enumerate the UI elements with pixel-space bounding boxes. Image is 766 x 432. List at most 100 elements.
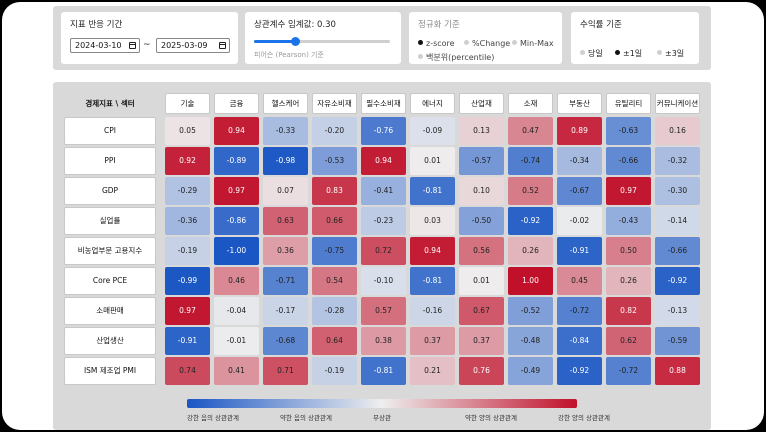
heatmap-cell[interactable]: 1.00	[508, 267, 553, 295]
heatmap-cell[interactable]: -0.28	[312, 297, 357, 325]
heatmap-cell[interactable]: 0.97	[165, 297, 210, 325]
heatmap-cell[interactable]: -0.81	[361, 357, 406, 385]
heatmap-cell[interactable]: -0.76	[361, 117, 406, 145]
heatmap-cell[interactable]: 0.21	[410, 357, 455, 385]
heatmap-cell[interactable]: -0.53	[312, 147, 357, 175]
heatmap-cell[interactable]: 0.10	[459, 177, 504, 205]
heatmap-cell[interactable]: -0.52	[508, 297, 553, 325]
heatmap-cell[interactable]: -0.19	[312, 357, 357, 385]
heatmap-cell[interactable]: -0.01	[214, 327, 259, 355]
heatmap-cell[interactable]: 0.72	[361, 237, 406, 265]
radio-minmax[interactable]: Min-Max	[512, 39, 554, 48]
heatmap-cell[interactable]: -0.92	[557, 357, 602, 385]
heatmap-cell[interactable]: -0.30	[655, 177, 700, 205]
radio-same-day[interactable]: 당일	[580, 48, 603, 59]
heatmap-cell[interactable]: -0.99	[165, 267, 210, 295]
heatmap-cell[interactable]: 0.01	[410, 147, 455, 175]
heatmap-cell[interactable]: 0.41	[214, 357, 259, 385]
heatmap-cell[interactable]: -0.63	[606, 117, 651, 145]
start-date-input[interactable]: 2024-03-10	[70, 38, 140, 53]
heatmap-cell[interactable]: -0.81	[410, 267, 455, 295]
heatmap-cell[interactable]: 0.64	[312, 327, 357, 355]
heatmap-cell[interactable]: -0.66	[655, 237, 700, 265]
radio-1day[interactable]: ±1일	[615, 48, 642, 59]
heatmap-cell[interactable]: -0.72	[606, 357, 651, 385]
heatmap-cell[interactable]: -1.00	[214, 237, 259, 265]
heatmap-cell[interactable]: -0.91	[165, 327, 210, 355]
heatmap-cell[interactable]: 0.82	[606, 297, 651, 325]
heatmap-cell[interactable]: -0.34	[557, 147, 602, 175]
heatmap-cell[interactable]: 0.66	[312, 207, 357, 235]
heatmap-cell[interactable]: 0.16	[655, 117, 700, 145]
heatmap-cell[interactable]: 0.94	[361, 147, 406, 175]
heatmap-cell[interactable]: 0.05	[165, 117, 210, 145]
calendar-icon[interactable]	[129, 42, 136, 49]
heatmap-cell[interactable]: 0.03	[410, 207, 455, 235]
heatmap-cell[interactable]: 0.71	[263, 357, 308, 385]
heatmap-cell[interactable]: 0.62	[606, 327, 651, 355]
heatmap-cell[interactable]: 0.13	[459, 117, 504, 145]
heatmap-cell[interactable]: -0.29	[165, 177, 210, 205]
heatmap-cell[interactable]: 0.26	[606, 267, 651, 295]
heatmap-cell[interactable]: -0.57	[459, 147, 504, 175]
heatmap-cell[interactable]: -0.17	[263, 297, 308, 325]
heatmap-cell[interactable]: -0.92	[508, 207, 553, 235]
heatmap-cell[interactable]: -0.91	[557, 237, 602, 265]
heatmap-cell[interactable]: -0.14	[655, 207, 700, 235]
heatmap-cell[interactable]: 0.07	[263, 177, 308, 205]
heatmap-cell[interactable]: 0.38	[361, 327, 406, 355]
heatmap-cell[interactable]: -0.89	[214, 147, 259, 175]
heatmap-cell[interactable]: -0.72	[557, 297, 602, 325]
heatmap-cell[interactable]: 0.37	[410, 327, 455, 355]
heatmap-cell[interactable]: -0.59	[655, 327, 700, 355]
heatmap-cell[interactable]: -0.33	[263, 117, 308, 145]
radio-pct-change[interactable]: %Change	[464, 39, 510, 48]
heatmap-cell[interactable]: 0.88	[655, 357, 700, 385]
heatmap-cell[interactable]: 0.57	[361, 297, 406, 325]
heatmap-cell[interactable]: 0.94	[410, 237, 455, 265]
heatmap-cell[interactable]: 0.76	[459, 357, 504, 385]
heatmap-cell[interactable]: 0.47	[508, 117, 553, 145]
heatmap-cell[interactable]: 0.54	[312, 267, 357, 295]
heatmap-cell[interactable]: 0.67	[459, 297, 504, 325]
heatmap-cell[interactable]: -0.19	[165, 237, 210, 265]
heatmap-cell[interactable]: 0.97	[214, 177, 259, 205]
heatmap-cell[interactable]: -0.68	[263, 327, 308, 355]
heatmap-cell[interactable]: 0.94	[214, 117, 259, 145]
heatmap-cell[interactable]: -0.23	[361, 207, 406, 235]
heatmap-cell[interactable]: -0.92	[655, 267, 700, 295]
radio-zscore[interactable]: z-score	[418, 39, 455, 48]
heatmap-cell[interactable]: -0.86	[214, 207, 259, 235]
heatmap-cell[interactable]: 0.97	[606, 177, 651, 205]
heatmap-cell[interactable]: -0.84	[557, 327, 602, 355]
calendar-icon[interactable]	[219, 42, 226, 49]
heatmap-cell[interactable]: 0.46	[214, 267, 259, 295]
heatmap-cell[interactable]: -0.02	[557, 207, 602, 235]
heatmap-cell[interactable]: 0.01	[459, 267, 504, 295]
heatmap-cell[interactable]: 0.50	[606, 237, 651, 265]
heatmap-cell[interactable]: -0.04	[214, 297, 259, 325]
radio-3day[interactable]: ±3일	[657, 48, 684, 59]
heatmap-cell[interactable]: -0.16	[410, 297, 455, 325]
heatmap-cell[interactable]: -0.49	[508, 357, 553, 385]
threshold-slider[interactable]	[254, 37, 390, 46]
heatmap-cell[interactable]: 0.56	[459, 237, 504, 265]
heatmap-cell[interactable]: 0.52	[508, 177, 553, 205]
heatmap-cell[interactable]: 0.63	[263, 207, 308, 235]
heatmap-cell[interactable]: -0.09	[410, 117, 455, 145]
heatmap-cell[interactable]: -0.48	[508, 327, 553, 355]
heatmap-cell[interactable]: -0.67	[557, 177, 602, 205]
heatmap-cell[interactable]: 0.36	[263, 237, 308, 265]
heatmap-cell[interactable]: 0.37	[459, 327, 504, 355]
heatmap-cell[interactable]: -0.98	[263, 147, 308, 175]
heatmap-cell[interactable]: -0.71	[263, 267, 308, 295]
heatmap-cell[interactable]: -0.10	[361, 267, 406, 295]
heatmap-cell[interactable]: -0.81	[410, 177, 455, 205]
heatmap-cell[interactable]: -0.13	[655, 297, 700, 325]
heatmap-cell[interactable]: -0.43	[606, 207, 651, 235]
heatmap-cell[interactable]: -0.32	[655, 147, 700, 175]
end-date-input[interactable]: 2025-03-09	[156, 38, 230, 53]
heatmap-cell[interactable]: -0.20	[312, 117, 357, 145]
radio-percentile[interactable]: 백분위(percentile)	[418, 52, 494, 63]
heatmap-cell[interactable]: -0.50	[459, 207, 504, 235]
